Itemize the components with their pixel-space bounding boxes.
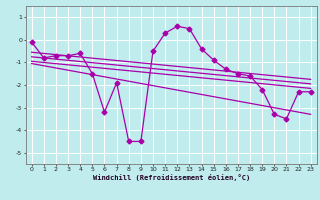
X-axis label: Windchill (Refroidissement éolien,°C): Windchill (Refroidissement éolien,°C) <box>92 174 250 181</box>
